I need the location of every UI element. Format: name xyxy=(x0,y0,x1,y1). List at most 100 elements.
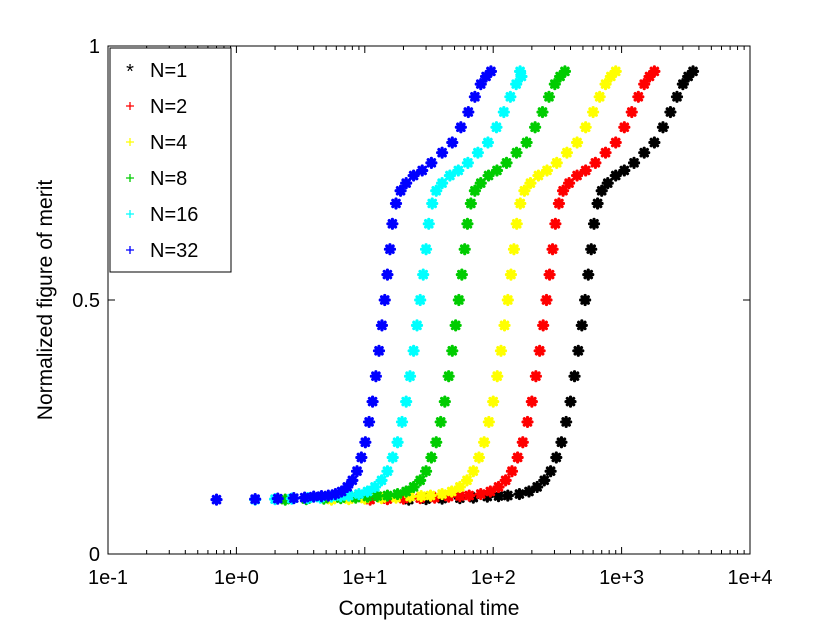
data-point xyxy=(438,395,451,408)
legend-label: N=4 xyxy=(150,132,187,154)
x-axis-label: Computational time xyxy=(339,597,520,620)
data-point xyxy=(609,169,622,182)
legend-label: N=16 xyxy=(150,204,198,226)
data-point xyxy=(555,436,568,449)
data-point xyxy=(426,197,439,210)
data-point xyxy=(525,395,538,408)
data-point xyxy=(505,465,519,478)
data-point xyxy=(341,480,354,494)
data-point xyxy=(271,492,284,505)
data-point xyxy=(422,217,435,230)
data-point xyxy=(492,489,505,503)
data-point xyxy=(587,105,600,119)
data-point xyxy=(591,197,604,210)
data-point xyxy=(315,489,328,503)
data-point xyxy=(468,184,481,197)
data-point xyxy=(500,156,513,169)
data-point xyxy=(625,105,638,119)
data-point xyxy=(599,78,612,91)
y-tick-label: 1 xyxy=(89,36,100,58)
legend-marker-plus xyxy=(126,138,134,146)
data-point xyxy=(415,489,428,503)
data-point xyxy=(386,451,399,464)
data-point xyxy=(383,243,397,256)
ticks-layer xyxy=(107,45,751,555)
data-point xyxy=(419,243,433,256)
data-point xyxy=(322,489,335,502)
data-point xyxy=(686,65,700,78)
data-point xyxy=(501,489,514,502)
data-point xyxy=(482,169,495,182)
data-point xyxy=(524,177,537,190)
data-point xyxy=(501,293,514,307)
data-point xyxy=(352,487,366,501)
data-point xyxy=(548,78,561,91)
data-point xyxy=(449,319,462,332)
x-tick-label: 1e-1 xyxy=(88,567,128,589)
data-point xyxy=(538,474,551,487)
data-point xyxy=(410,319,424,332)
data-point xyxy=(511,451,524,464)
data-point xyxy=(436,487,449,501)
data-point xyxy=(568,370,581,383)
data-point xyxy=(514,65,527,78)
data-point xyxy=(414,474,427,487)
data-point xyxy=(395,415,409,429)
data-point xyxy=(560,146,574,159)
data-point xyxy=(599,146,612,159)
data-point xyxy=(543,268,556,281)
data-point xyxy=(552,197,566,210)
data-point xyxy=(335,485,348,498)
data-point xyxy=(481,136,495,149)
data-point xyxy=(350,465,364,478)
data-point xyxy=(381,465,394,478)
data-point xyxy=(627,156,641,169)
y-tick-label: 0.5 xyxy=(72,290,100,312)
data-point xyxy=(249,493,262,506)
data-point xyxy=(504,90,517,103)
y-axis-label: Normalized figure of merit xyxy=(34,180,57,421)
data-point xyxy=(609,136,622,149)
data-point xyxy=(510,78,523,91)
data-point xyxy=(579,164,592,177)
data-point xyxy=(461,156,474,169)
data-point xyxy=(453,480,466,494)
data-point xyxy=(540,293,553,307)
data-point xyxy=(400,485,413,498)
data-point xyxy=(556,184,570,197)
data-point xyxy=(397,492,410,505)
data-point xyxy=(510,217,523,230)
data-point xyxy=(575,319,588,332)
x-tick-label: 1e+0 xyxy=(214,567,259,589)
data-point xyxy=(499,474,512,487)
data-point xyxy=(632,90,645,103)
data-point xyxy=(455,268,468,281)
data-point xyxy=(518,184,531,197)
y-tick-label: 0 xyxy=(89,544,100,566)
legend-marker-plus xyxy=(126,246,134,254)
data-point xyxy=(582,268,595,281)
data-point xyxy=(394,184,407,197)
data-point xyxy=(210,493,223,506)
data-point xyxy=(472,451,486,464)
data-point xyxy=(579,293,592,307)
data-point xyxy=(368,480,382,494)
data-point xyxy=(471,146,484,159)
data-point xyxy=(378,293,391,307)
data-point xyxy=(521,415,534,429)
data-point xyxy=(436,146,449,159)
data-point xyxy=(533,344,546,357)
data-point xyxy=(381,268,394,281)
data-point xyxy=(513,487,526,501)
data-point xyxy=(664,105,677,119)
data-point xyxy=(516,436,529,449)
data-point xyxy=(452,164,465,177)
data-point xyxy=(407,169,420,182)
data-point xyxy=(419,465,433,478)
data-point xyxy=(430,184,443,197)
data-point xyxy=(462,105,475,119)
data-point xyxy=(618,164,631,177)
data-point xyxy=(497,105,510,119)
data-point xyxy=(491,370,504,383)
